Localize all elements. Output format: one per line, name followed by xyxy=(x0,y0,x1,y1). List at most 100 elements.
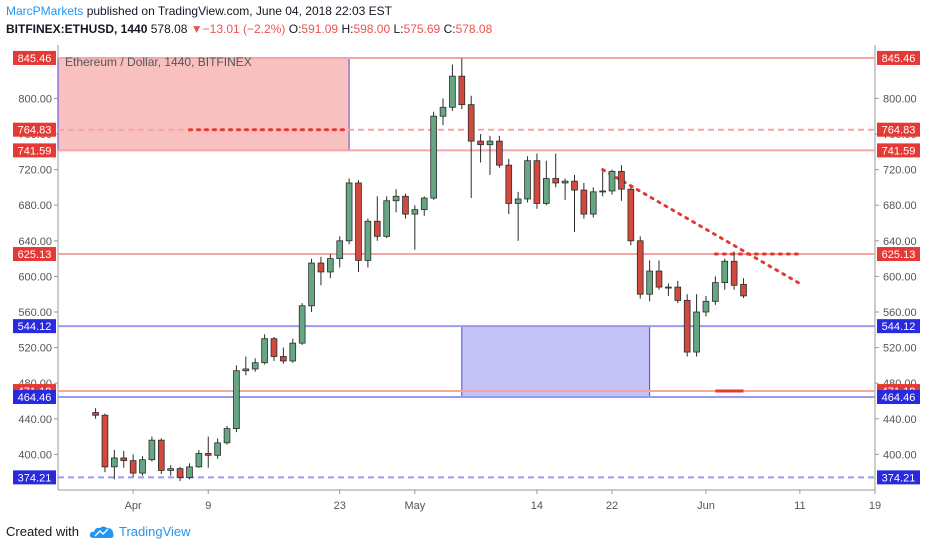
right-level-badge xyxy=(877,247,920,262)
demand-zone xyxy=(461,325,651,398)
candle-body xyxy=(543,178,550,204)
right-tick-label: 640.00 xyxy=(883,236,917,248)
candle-body xyxy=(420,197,428,211)
candle-2018-04-09 xyxy=(204,436,212,468)
right-tick-label: 720.00 xyxy=(883,165,917,177)
candle-2018-04-21 xyxy=(317,256,325,286)
x-tick-label: May xyxy=(404,500,425,512)
left-level-label: 741.59 xyxy=(18,145,52,157)
right-tick-label: 800.00 xyxy=(883,93,917,105)
candle-2018-03-30 xyxy=(111,449,118,480)
left-tick-label: 560.00 xyxy=(18,307,52,319)
candle-body xyxy=(702,300,710,313)
candle-body xyxy=(223,428,231,444)
candle-body xyxy=(195,453,203,468)
candle-body xyxy=(636,240,644,295)
candle-2018-03-31 xyxy=(120,450,128,468)
candle-2018-06-04 xyxy=(730,251,738,290)
left-level-label: 625.13 xyxy=(18,249,52,261)
left-level-badge xyxy=(13,247,56,262)
candle-body xyxy=(571,180,578,191)
candle-2018-05-09 xyxy=(486,135,494,175)
candle-body xyxy=(186,466,193,478)
right-tick-label: 680.00 xyxy=(883,200,917,212)
last-price: 578.08 xyxy=(150,22,188,36)
candle-2018-04-30 xyxy=(402,193,409,219)
left-level-label: 544.12 xyxy=(18,321,52,333)
candle-2018-04-20 xyxy=(308,258,315,312)
left-tick-label: 720.00 xyxy=(18,165,52,177)
candle-body xyxy=(608,170,616,192)
right-level-label: 374.21 xyxy=(882,472,916,484)
right-tick-label: 560.00 xyxy=(883,307,917,319)
candle-2018-05-21 xyxy=(599,171,606,197)
candle-2018-04-29 xyxy=(392,189,400,213)
candle-body xyxy=(439,106,447,117)
left-tick-label: 440.00 xyxy=(18,414,52,426)
candle-body xyxy=(618,170,625,190)
candle-body xyxy=(561,180,569,184)
low-label: L: xyxy=(393,22,404,36)
right-tick-label: 400.00 xyxy=(883,449,917,461)
candle-body xyxy=(298,305,306,344)
candle-body xyxy=(345,182,353,242)
left-level-label: 374.21 xyxy=(18,472,52,484)
candle-2018-04-28 xyxy=(383,196,390,239)
candle-body xyxy=(101,414,109,468)
candle-2018-04-15 xyxy=(261,334,268,365)
right-level-label: 764.83 xyxy=(882,125,916,137)
candle-body xyxy=(627,188,635,242)
candle-body xyxy=(599,190,606,193)
candle-2018-05-20 xyxy=(589,187,597,218)
candle-body xyxy=(92,412,99,416)
candle-body xyxy=(242,368,250,372)
candle-2018-04-10 xyxy=(214,438,221,459)
candle-2018-04-07 xyxy=(186,463,193,480)
candle-2018-06-01 xyxy=(702,295,710,317)
high-label: H: xyxy=(341,22,354,36)
x-tick-label: 9 xyxy=(205,500,211,512)
left-level-badge xyxy=(13,143,56,158)
candle-body xyxy=(251,362,259,370)
candle-body xyxy=(486,140,494,146)
left-tick-label: 640.00 xyxy=(18,236,52,248)
candle-body xyxy=(261,338,268,364)
candle-2018-05-16 xyxy=(552,153,560,188)
candle-2018-05-02 xyxy=(420,196,428,216)
high-value: 598.00 xyxy=(353,22,391,36)
tradingview-brand-link[interactable]: TradingView xyxy=(118,524,191,539)
candle-2018-03-28 xyxy=(92,408,99,419)
right-level-badge xyxy=(877,122,920,137)
candle-body xyxy=(712,282,719,302)
candle-2018-04-06 xyxy=(176,466,184,482)
candle-2018-05-28 xyxy=(665,283,672,296)
symbol-line: BITFINEX:ETHUSD, 1440 578.08 ▼−13.01 (−2… xyxy=(6,22,492,36)
left-level-badge xyxy=(13,122,56,137)
candle-body xyxy=(655,270,663,288)
candle-body xyxy=(730,260,738,286)
candle-2018-05-22 xyxy=(608,169,616,195)
candle-body xyxy=(327,258,334,273)
candle-2018-04-02 xyxy=(139,456,146,476)
candle-2018-05-12 xyxy=(514,191,522,241)
candle-body xyxy=(524,160,531,200)
candle-2018-05-31 xyxy=(693,294,700,357)
candle-2018-05-01 xyxy=(411,205,419,250)
candle-2018-04-27 xyxy=(373,196,381,241)
candle-body xyxy=(552,178,560,184)
x-tick-label: 11 xyxy=(794,500,805,512)
candle-2018-04-05 xyxy=(167,465,175,476)
candle-2018-05-14 xyxy=(533,153,541,209)
right-level-label: 544.12 xyxy=(882,321,916,333)
candle-body xyxy=(317,262,325,273)
dotted-trendline-annotation xyxy=(601,168,802,286)
candle-2018-05-26 xyxy=(646,260,653,302)
candle-body xyxy=(148,439,156,461)
author-link[interactable]: MarcPMarkets xyxy=(6,4,84,18)
left-level-label: 764.83 xyxy=(18,125,52,137)
candle-body xyxy=(383,200,390,237)
candle-body xyxy=(167,468,175,471)
chart-title: Ethereum / Dollar, 1440, BITFINEX xyxy=(65,55,252,69)
candle-body xyxy=(693,311,700,353)
